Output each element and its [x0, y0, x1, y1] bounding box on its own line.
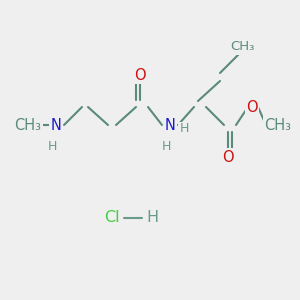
Text: CH₃: CH₃ [230, 40, 254, 53]
Text: O: O [246, 100, 258, 115]
Text: CH₃: CH₃ [265, 118, 292, 133]
Text: H: H [161, 140, 171, 154]
Text: O: O [134, 68, 146, 82]
Text: N: N [51, 118, 62, 133]
Text: N: N [165, 118, 176, 133]
Text: CH₃: CH₃ [14, 118, 41, 133]
Text: O: O [222, 149, 234, 164]
Text: H: H [179, 122, 189, 136]
Text: H: H [146, 211, 158, 226]
Text: Cl: Cl [104, 211, 120, 226]
Text: H: H [47, 140, 57, 154]
